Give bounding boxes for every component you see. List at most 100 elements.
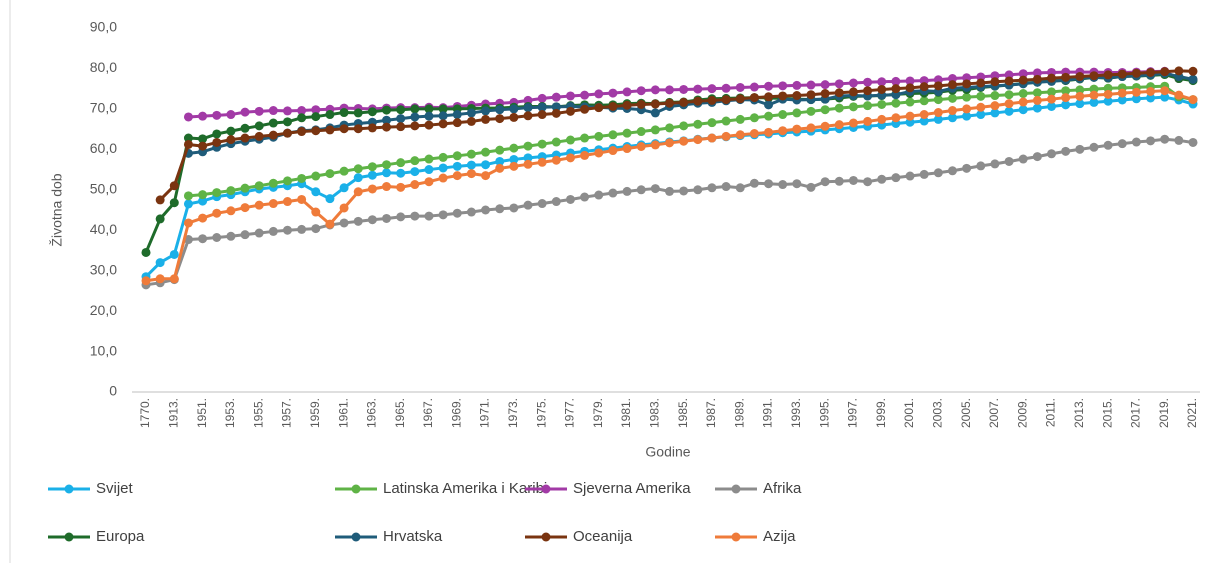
y-tick-label: 50,0 [90,180,117,196]
data-point [905,83,915,93]
data-point [707,95,717,105]
data-point [1047,101,1057,111]
data-point [382,115,392,125]
data-point [466,116,476,126]
data-point [198,190,208,200]
data-point [1004,76,1014,86]
data-point [282,106,292,116]
data-point [707,84,717,94]
data-point [424,211,434,221]
data-point [169,181,179,191]
data-point [976,91,986,101]
data-point [1032,95,1042,105]
data-point [905,111,915,121]
data-point [523,103,533,113]
x-tick-label: 1913. [166,398,180,428]
y-tick-label: 30,0 [90,261,117,277]
data-point [1018,75,1028,85]
data-point [1032,74,1042,84]
data-point [1047,149,1057,159]
data-point [1160,134,1170,144]
data-point [877,174,887,184]
legend-label: Hrvatska [383,528,443,545]
data-point [311,207,321,217]
data-point [212,110,222,120]
data-point [198,196,208,206]
data-point [297,113,307,123]
legend-marker [351,532,361,542]
data-point [325,194,335,204]
data-point [806,123,816,133]
data-point [1188,137,1198,147]
data-point [1160,92,1170,102]
data-point [863,101,873,111]
data-point [198,111,208,121]
data-point [495,114,505,124]
data-point [764,81,774,91]
data-point [1089,97,1099,107]
x-tick-label: 1975. [534,398,548,428]
data-point [679,136,689,146]
data-point [495,145,505,155]
legend-marker [64,532,74,542]
data-point [919,169,929,179]
data-point [551,197,561,207]
x-tick-label: 1985. [676,398,690,428]
x-tick-label: 1971. [478,398,492,428]
data-point [721,131,731,141]
data-point [297,224,307,234]
legend-label: Svijet [96,480,134,497]
data-point [1131,68,1141,78]
legend-marker [541,484,551,494]
data-point [1174,135,1184,145]
data-point [155,214,165,224]
data-point [721,116,731,126]
data-point [650,99,660,109]
data-point [608,101,618,111]
x-tick-label: 1973. [506,398,520,428]
data-point [169,198,179,208]
data-point [183,191,193,201]
data-point [551,155,561,165]
x-tick-label: 2021. [1185,398,1199,428]
legend-label: Azija [763,528,796,545]
data-point [976,78,986,88]
x-tick-label: 2019. [1157,398,1171,428]
x-tick-label: 1969. [449,398,463,428]
data-point [382,168,392,178]
x-tick-label: 2011. [1044,398,1058,427]
data-point [339,183,349,193]
x-tick-label: 1967. [421,398,435,428]
data-point [183,112,193,122]
data-point [396,212,406,222]
data-point [282,176,292,186]
data-point [693,119,703,129]
y-tick-label: 70,0 [90,100,117,116]
data-point [764,92,774,102]
data-point [565,106,575,116]
data-point [1174,90,1184,100]
legend-label: Latinska Amerika i Karibi [383,480,547,497]
data-point [650,140,660,150]
data-point [481,171,491,181]
y-tick-label: 60,0 [90,140,117,156]
data-point [820,105,830,115]
x-axis-title: Godine [645,444,690,460]
series-line [145,137,1194,287]
x-tick-label: 1770. [138,398,152,428]
data-point [410,121,420,131]
x-tick-label: 2001. [902,398,916,428]
legend-label: Oceanija [573,528,633,545]
x-tick-label: 2005. [959,398,973,428]
data-point [452,151,462,161]
x-tick-label: 1991. [761,398,775,428]
data-point [848,102,858,112]
data-point [891,173,901,183]
data-point [735,130,745,140]
x-tick-label: 1981. [619,398,633,428]
data-point [424,165,434,175]
data-point [565,135,575,145]
data-point [622,186,632,196]
data-point [367,215,377,225]
legend-label: Afrika [763,480,802,497]
